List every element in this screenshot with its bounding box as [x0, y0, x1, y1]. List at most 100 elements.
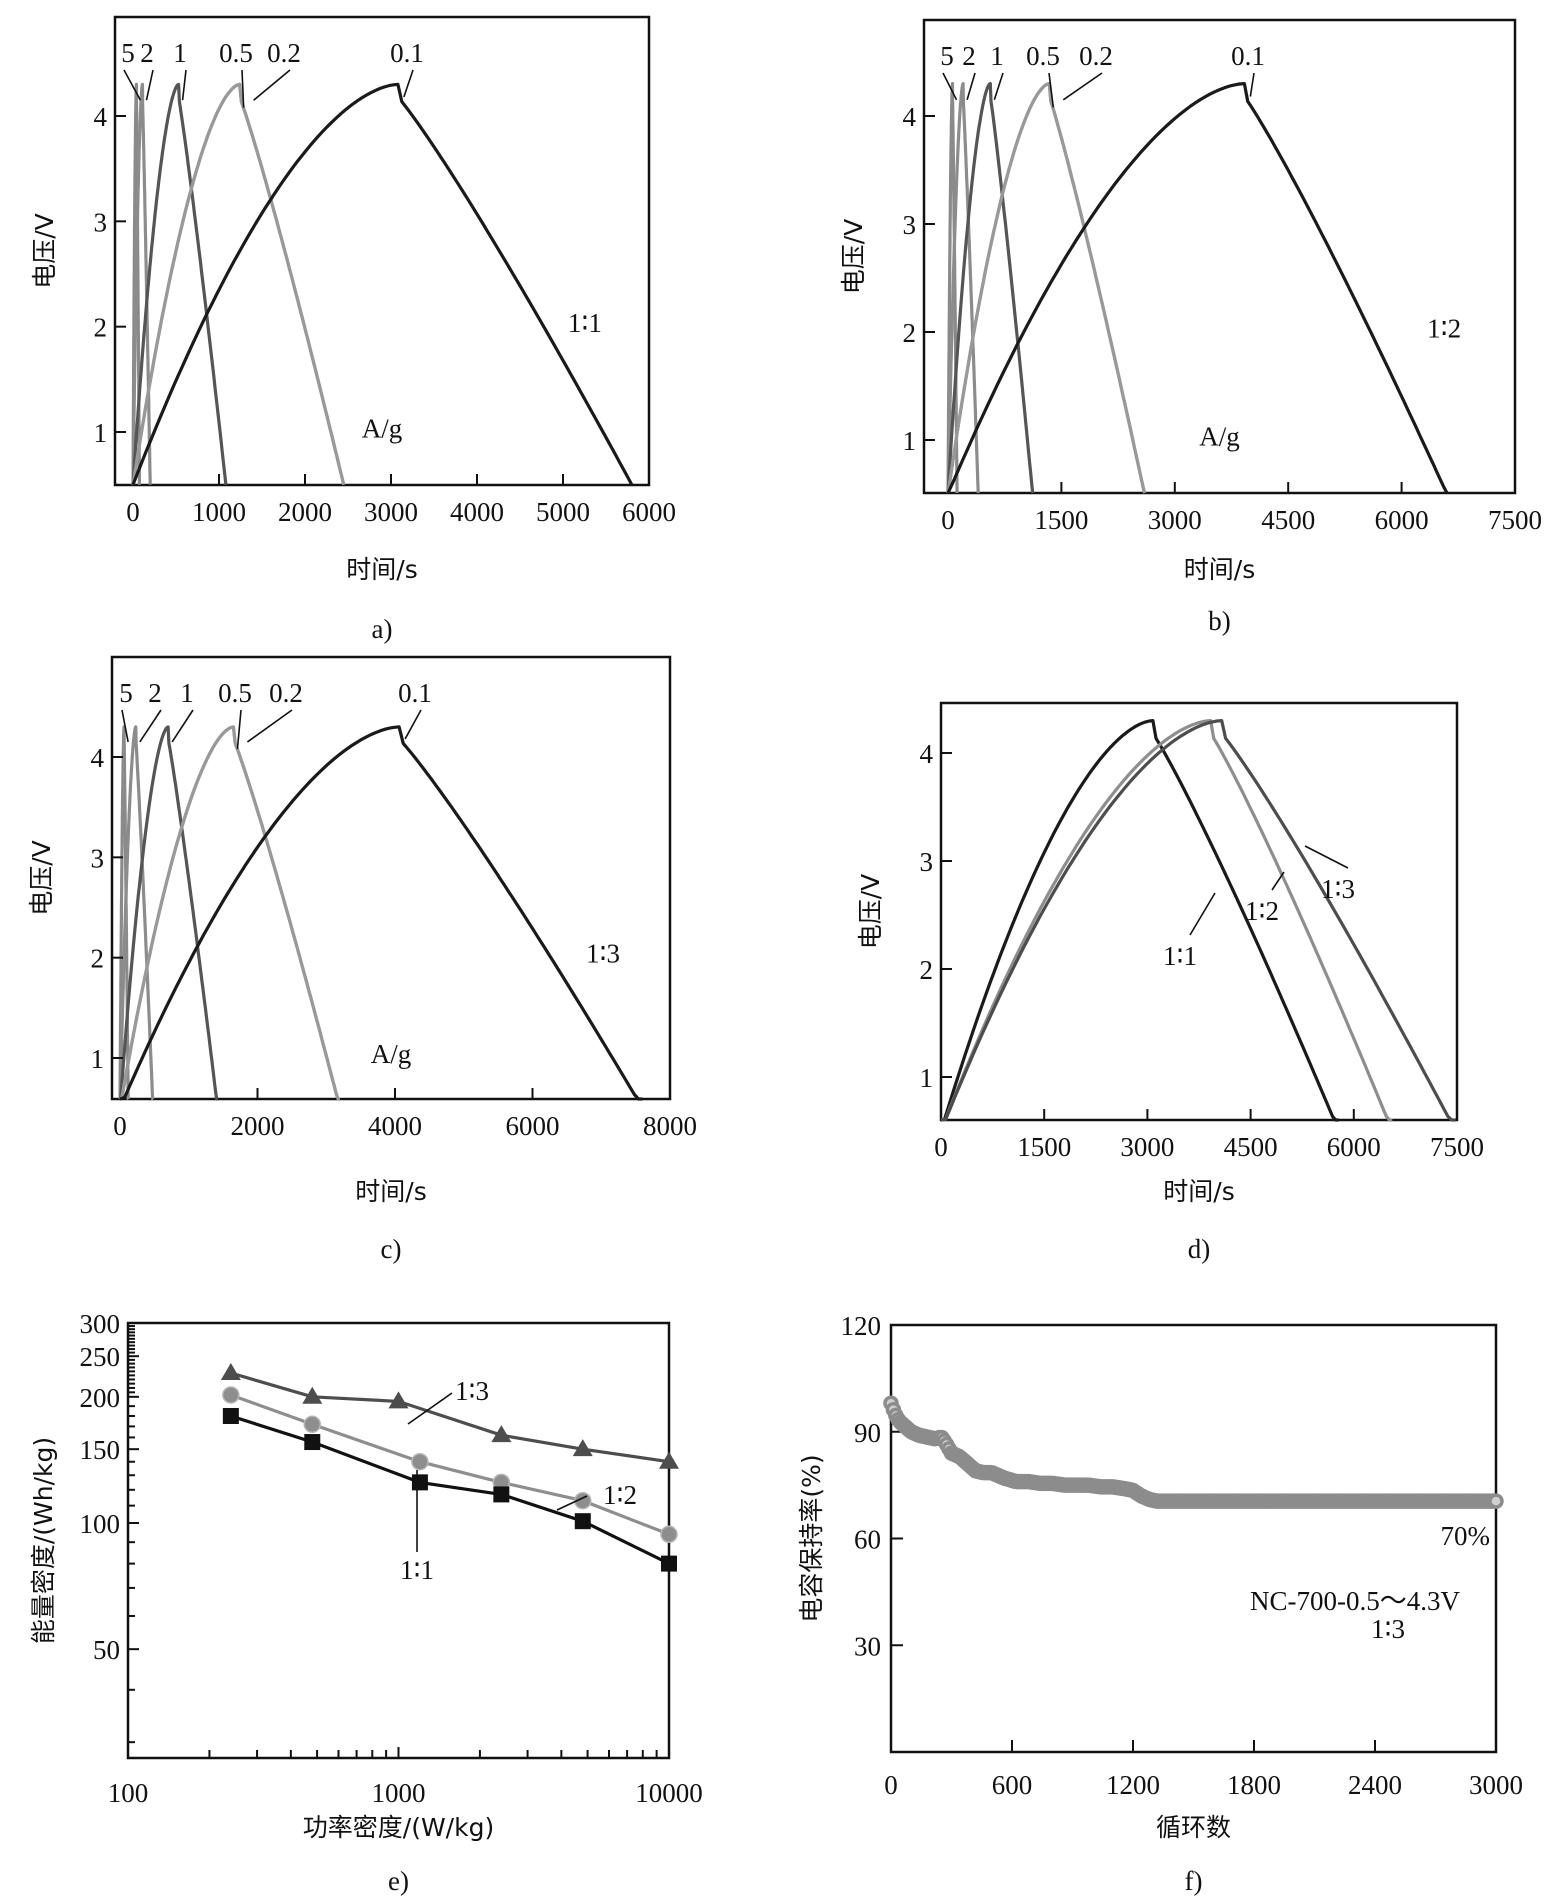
y-tick-label: 1: [91, 1044, 105, 1074]
x-tick-label: 4000: [450, 497, 504, 527]
square-marker: [411, 1474, 428, 1491]
x-tick-label: 3000: [364, 497, 418, 527]
x-tick-label: 2000: [231, 1111, 285, 1141]
curve-1: [118, 725, 219, 1101]
y-tick-label: 30: [854, 1631, 881, 1661]
y-tick-label: 200: [80, 1383, 121, 1413]
x-tick-label: 1500: [1034, 505, 1088, 535]
y-tick-label: 150: [80, 1435, 121, 1465]
x-tick-label: 8000: [643, 1111, 697, 1141]
x-tick-label: 1800: [1227, 1770, 1281, 1800]
triangle-marker: [388, 1391, 409, 1409]
x-tick-label: 3000: [1148, 505, 1202, 535]
x-tick-label: 6000: [1375, 505, 1429, 535]
x-tick-label: 5000: [536, 497, 590, 527]
y-tick-label: 3: [91, 843, 105, 873]
series-line: [230, 1393, 670, 1536]
ratio-label: 1∶1: [1163, 941, 1197, 971]
ratio-label: 1∶2: [1427, 313, 1461, 343]
series-1-1: [222, 1407, 677, 1572]
y-tick-label: 4: [903, 102, 917, 132]
curve-5: [131, 82, 141, 485]
curve-1: [131, 82, 228, 485]
y-tick-label: 250: [80, 1342, 121, 1372]
y-axis-label: 电压/V: [30, 213, 59, 289]
current-label: 2: [148, 678, 162, 708]
y-tick-label: 60: [854, 1525, 881, 1555]
current-label: 5: [940, 41, 954, 71]
x-tick-label: 1500: [1017, 1132, 1071, 1162]
data-point: [1488, 1493, 1504, 1509]
ratio-label: 1∶2: [1245, 896, 1279, 926]
curve-1_2: [940, 719, 1393, 1122]
leader-line: [123, 69, 142, 101]
series-1-2: [222, 1386, 678, 1544]
leader-line: [404, 709, 422, 740]
curve-2: [131, 82, 152, 485]
x-axis-label: 时间/s: [1163, 1177, 1234, 1206]
ratio-label: 1∶3: [1371, 1614, 1405, 1644]
x-tick-label: 3000: [1469, 1770, 1523, 1800]
leader-line: [253, 69, 291, 101]
curve-5: [118, 725, 130, 1101]
leader-line: [1271, 871, 1285, 891]
leader-line: [556, 1495, 588, 1511]
series-1-3: [220, 1362, 679, 1469]
x-tick-label: 6000: [622, 497, 676, 527]
unit-label: A/g: [371, 1039, 412, 1069]
series-group: [946, 82, 1449, 494]
y-tick-label: 3: [903, 210, 917, 240]
curve-2: [118, 725, 155, 1101]
curve-0.2: [131, 82, 346, 486]
x-tick-label: 600: [992, 1770, 1033, 1800]
circle-marker: [222, 1386, 240, 1404]
leader-line: [993, 72, 1004, 101]
panel-label: b): [1208, 606, 1231, 636]
y-axis-label: 电压/V: [27, 840, 56, 916]
series-group: [131, 82, 634, 486]
current-label: 5: [119, 678, 133, 708]
ratio-label: 1∶2: [603, 1480, 637, 1510]
x-tick-label: 4000: [368, 1111, 422, 1141]
ratio-label: 1∶3: [586, 939, 620, 969]
x-tick-label: 0: [126, 497, 140, 527]
panel-label: d): [1188, 1234, 1211, 1264]
square-marker: [493, 1486, 510, 1503]
panel-label: a): [372, 614, 393, 644]
curve-0.1: [946, 82, 1449, 494]
x-axis-label: 时间/s: [346, 555, 417, 584]
square-marker: [574, 1513, 591, 1530]
condition-label: NC-700-0.5～4.3V: [1250, 1586, 1460, 1616]
series-line: [230, 1371, 670, 1464]
leader-line: [1304, 845, 1349, 869]
curve-2: [946, 82, 980, 494]
unit-label: A/g: [362, 413, 403, 443]
y-axis-label: 能量密度/(Wh/kg): [29, 1437, 58, 1644]
x-axis-label: 时间/s: [355, 1177, 426, 1206]
final-retention-label: 70%: [1441, 1521, 1491, 1551]
curve-0.2: [946, 82, 1147, 494]
series-group: [940, 719, 1456, 1122]
square-marker: [222, 1407, 239, 1424]
curve-1_3: [940, 719, 1456, 1122]
x-tick-label: 7500: [1488, 505, 1542, 535]
leader-line: [236, 709, 242, 750]
x-tick-label: 1000: [192, 497, 246, 527]
y-tick-label: 1: [920, 1063, 934, 1093]
current-label: 0.2: [269, 678, 303, 708]
y-tick-label: 2: [94, 313, 108, 343]
current-label: 1: [180, 678, 194, 708]
current-label: 5: [121, 38, 135, 68]
current-label: 0.1: [1231, 41, 1265, 71]
x-tick-label: 100: [108, 1778, 149, 1808]
leader-line: [246, 709, 293, 743]
x-tick-label: 2400: [1348, 1770, 1402, 1800]
y-tick-label: 90: [854, 1418, 881, 1448]
leader-line: [1249, 72, 1255, 97]
triangle-marker: [302, 1386, 323, 1404]
